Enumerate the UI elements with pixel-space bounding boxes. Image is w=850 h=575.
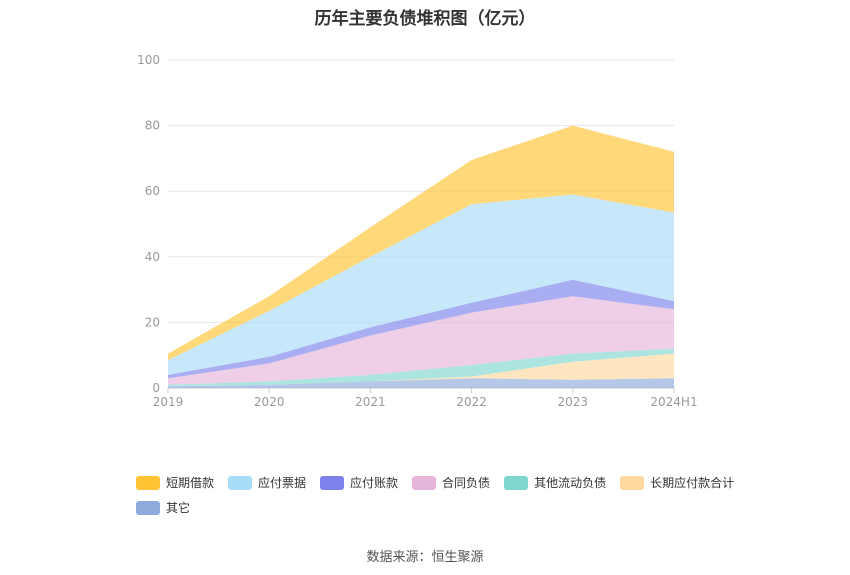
legend-item[interactable]: 其他流动负债 [504, 474, 606, 491]
x-tick-label: 2021 [355, 395, 386, 409]
legend-swatch [620, 475, 645, 490]
y-tick-label: 0 [152, 381, 160, 395]
legend-swatch [504, 475, 529, 490]
axes: 0 20 40 60 80 100 2019 2020 2021 2022 2023 2024H1 [137, 53, 698, 409]
area-series-4[interactable] [168, 279, 674, 379]
legend-swatch [136, 475, 160, 490]
x-tick-label: 2024H1 [650, 395, 697, 409]
area-series-1[interactable] [168, 353, 674, 387]
x-tick-label: 2022 [456, 395, 487, 409]
legend-label: 应付账款 [350, 476, 399, 490]
legend-label: 其它 [166, 501, 191, 515]
area-series-2[interactable] [168, 348, 674, 387]
y-tick-label: 40 [145, 250, 160, 264]
y-tick-label: 80 [145, 119, 160, 133]
legend-item[interactable]: 其它 [136, 499, 190, 516]
y-tick-label: 60 [145, 184, 160, 198]
legend-label: 其他流动负债 [534, 476, 607, 490]
area-series-5[interactable] [168, 194, 674, 375]
area-series [168, 125, 674, 388]
legend-label: 长期应付款合计 [650, 476, 735, 490]
area-series-0[interactable] [168, 378, 674, 388]
legend-item[interactable]: 短期借款 [136, 474, 214, 491]
legend-item[interactable]: 合同负债 [412, 474, 490, 491]
legend-swatch [320, 475, 345, 490]
chart-title: 历年主要负债堆积图（亿元） [314, 9, 536, 29]
legend-label: 合同负债 [442, 476, 491, 490]
y-tick-label: 20 [145, 315, 160, 329]
x-tick-label: 2023 [558, 395, 589, 409]
x-tick-label: 2019 [153, 395, 184, 409]
legend-swatch [228, 475, 253, 490]
source-note: 数据来源：恒生聚源 [366, 550, 484, 565]
legend-swatch [136, 500, 160, 515]
legend-item[interactable]: 应付票据 [228, 474, 306, 491]
legend-swatch [412, 475, 437, 490]
legend-label: 应付票据 [258, 476, 307, 490]
area-series-6[interactable] [168, 125, 674, 361]
legend-label: 短期借款 [166, 476, 215, 490]
area-series-3[interactable] [168, 296, 674, 385]
legend-item[interactable]: 长期应付款合计 [620, 474, 734, 491]
legend: 短期借款 应付票据 应付账款 合同负债 其他流动负债 长期应付款合计其它 [136, 474, 756, 524]
x-tick-label: 2020 [254, 395, 285, 409]
legend-item[interactable]: 应付账款 [320, 474, 398, 491]
y-tick-label: 100 [137, 53, 160, 67]
